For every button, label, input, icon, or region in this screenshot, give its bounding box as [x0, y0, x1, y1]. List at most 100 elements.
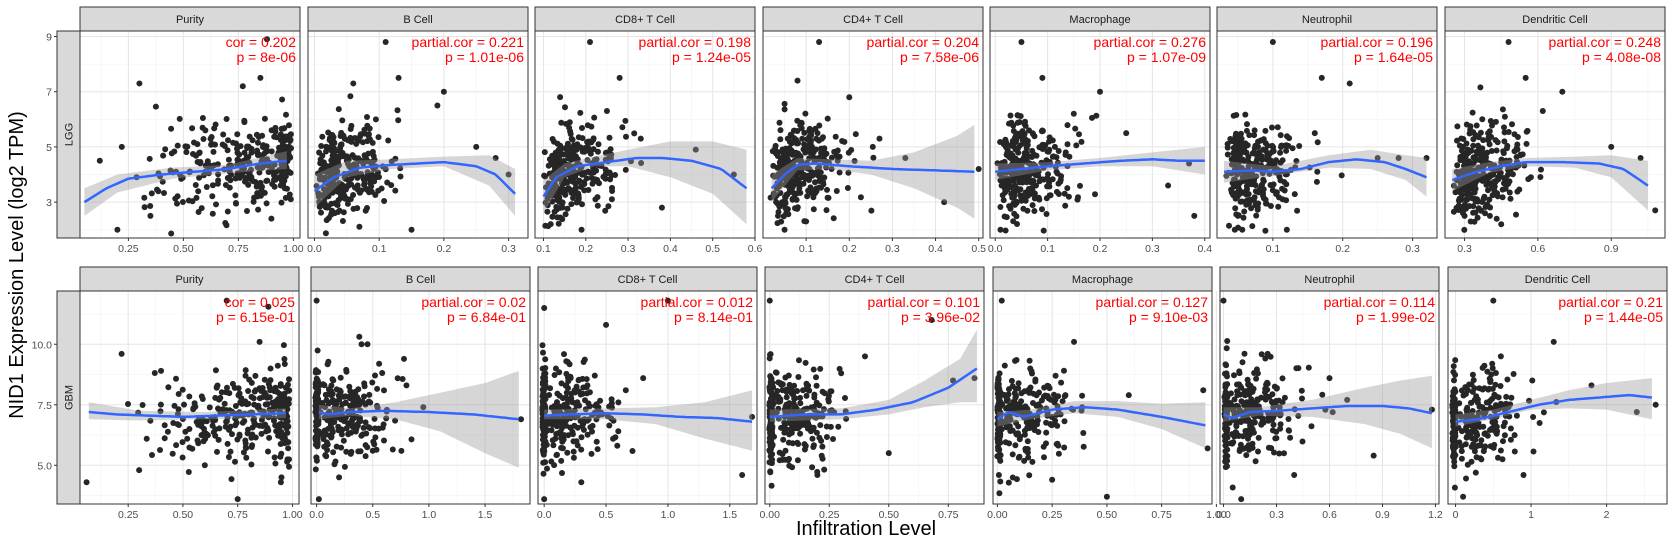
scatter-point	[1279, 375, 1286, 382]
x-tick-label: 0.3	[1405, 243, 1420, 255]
scatter-point	[198, 205, 205, 212]
scatter-point	[346, 394, 353, 401]
scatter-point	[558, 444, 565, 451]
scatter-point	[1247, 402, 1254, 409]
scatter-point	[203, 184, 210, 190]
scatter-point	[769, 451, 776, 458]
scatter-point	[315, 190, 322, 197]
scatter-point	[1477, 455, 1484, 462]
scatter-point	[341, 463, 348, 470]
scatter-point	[1482, 204, 1489, 210]
scatter-point	[1451, 463, 1458, 470]
scatter-point	[330, 377, 337, 384]
scatter-point	[1025, 387, 1032, 393]
scatter-point	[203, 418, 210, 425]
scatter-point	[1006, 178, 1012, 185]
scatter-point	[403, 382, 410, 389]
scatter-point	[350, 398, 357, 405]
row-label-lgg: LGG	[64, 123, 76, 146]
scatter-point	[207, 135, 214, 142]
scatter-point	[241, 149, 248, 156]
scatter-point	[244, 143, 251, 150]
scatter-point	[157, 408, 164, 415]
scatter-point	[788, 186, 795, 193]
scatter-point	[996, 397, 1003, 404]
scatter-point	[571, 422, 578, 429]
scatter-point	[564, 140, 571, 147]
x-tick-label: 0.50	[173, 509, 194, 521]
scatter-point	[248, 166, 254, 173]
scatter-point	[1078, 138, 1085, 145]
scatter-point	[1482, 210, 1488, 217]
scatter-point	[315, 386, 322, 393]
scatter-point	[277, 479, 284, 486]
scatter-point	[272, 128, 279, 135]
scatter-point	[1014, 112, 1021, 119]
scatter-point	[1052, 396, 1059, 403]
scatter-point	[1002, 439, 1009, 446]
scatter-point	[1253, 212, 1260, 219]
scatter-point	[314, 392, 321, 399]
scatter-point	[329, 166, 335, 173]
scatter-point	[607, 176, 614, 183]
scatter-point	[272, 460, 279, 467]
scatter-point	[1043, 429, 1050, 436]
scatter-point	[1165, 182, 1172, 189]
scatter-point	[332, 398, 339, 405]
scatter-point	[343, 366, 350, 373]
scatter-point	[328, 210, 335, 217]
scatter-point	[1032, 172, 1039, 179]
scatter-point	[821, 174, 828, 181]
scatter-point	[1491, 391, 1498, 398]
scatter-point	[1470, 142, 1477, 149]
scatter-point	[1455, 202, 1462, 209]
scatter-point	[339, 117, 346, 124]
scatter-point	[1497, 447, 1504, 454]
scatter-point	[147, 417, 154, 424]
scatter-point	[811, 394, 818, 401]
scatter-point	[1513, 412, 1520, 419]
scatter-point	[1040, 227, 1047, 234]
scatter-point	[558, 457, 565, 464]
scatter-point	[570, 195, 576, 201]
scatter-point	[1007, 112, 1014, 119]
scatter-point	[201, 431, 208, 438]
scatter-point	[797, 189, 804, 196]
scatter-point	[335, 180, 342, 187]
scatter-point	[795, 374, 802, 380]
scatter-point	[1257, 137, 1264, 144]
scatter-point	[1507, 436, 1514, 443]
scatter-point	[209, 210, 216, 217]
scatter-point	[1254, 204, 1261, 211]
scatter-point	[281, 356, 288, 362]
scatter-point	[244, 208, 250, 214]
x-tick-label: 0.5	[705, 243, 720, 255]
y-tick-label: 3	[46, 197, 52, 209]
scatter-point	[356, 223, 363, 230]
scatter-point	[285, 381, 291, 388]
x-tick-label: 0.1	[536, 243, 551, 255]
scatter-point	[1475, 142, 1481, 149]
x-tick-label: 0.4	[663, 243, 678, 255]
scatter-point	[1251, 194, 1258, 201]
scatter-point	[1460, 183, 1467, 189]
scatter-point	[179, 439, 186, 446]
scatter-point	[314, 399, 321, 406]
scatter-point	[1550, 338, 1557, 345]
scatter-point	[1047, 396, 1054, 403]
confidence-band	[769, 329, 977, 422]
scatter-point	[812, 179, 818, 186]
scatter-point	[364, 172, 371, 179]
scatter-point	[1466, 381, 1473, 388]
scatter-point	[786, 455, 792, 462]
scatter-point	[379, 424, 386, 431]
scatter-point	[1539, 108, 1546, 115]
scatter-point	[594, 202, 601, 209]
scatter-point	[1477, 84, 1484, 91]
scatter-point	[223, 116, 230, 122]
scatter-point	[328, 434, 335, 441]
scatter-point	[372, 425, 379, 432]
scatter-point	[1243, 127, 1250, 134]
scatter-point	[284, 418, 291, 425]
